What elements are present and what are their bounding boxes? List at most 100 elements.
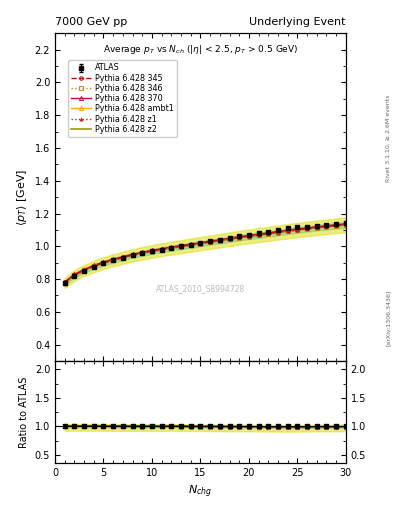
Pythia 6.428 z2 xyxy=(169,245,174,251)
Pythia 6.428 370 xyxy=(150,247,154,253)
Pythia 6.428 z1 xyxy=(343,222,348,228)
Pythia 6.428 ambt1 xyxy=(266,229,271,236)
Line: Pythia 6.428 z2: Pythia 6.428 z2 xyxy=(65,225,346,283)
Pythia 6.428 346 xyxy=(179,243,184,249)
Pythia 6.428 345 xyxy=(275,229,280,235)
Pythia 6.428 ambt1 xyxy=(343,221,348,227)
Pythia 6.428 346 xyxy=(237,234,242,241)
Pythia 6.428 346 xyxy=(62,280,67,286)
Pythia 6.428 z2 xyxy=(256,232,261,238)
Pythia 6.428 345 xyxy=(169,245,174,251)
Pythia 6.428 345 xyxy=(256,231,261,238)
Pythia 6.428 346 xyxy=(227,236,232,242)
Pythia 6.428 ambt1 xyxy=(246,232,251,239)
Pythia 6.428 370 xyxy=(246,232,251,239)
Pythia 6.428 346 xyxy=(217,238,222,244)
Pythia 6.428 z2 xyxy=(334,223,338,229)
Line: Pythia 6.428 z1: Pythia 6.428 z1 xyxy=(63,223,347,285)
Pythia 6.428 345 xyxy=(111,257,116,263)
Pythia 6.428 ambt1 xyxy=(237,233,242,240)
Pythia 6.428 345 xyxy=(179,243,184,249)
Pythia 6.428 z1 xyxy=(101,260,106,266)
Pythia 6.428 345 xyxy=(237,234,242,240)
Pythia 6.428 z2 xyxy=(227,236,232,242)
Pythia 6.428 345 xyxy=(82,267,86,273)
Pythia 6.428 346 xyxy=(188,242,193,248)
Pythia 6.428 346 xyxy=(72,272,77,279)
Pythia 6.428 345 xyxy=(246,233,251,239)
Pythia 6.428 370 xyxy=(275,228,280,234)
Pythia 6.428 z1 xyxy=(140,250,145,257)
Pythia 6.428 z1 xyxy=(82,268,86,274)
Pythia 6.428 ambt1 xyxy=(72,271,77,278)
Pythia 6.428 370 xyxy=(256,231,261,237)
Pythia 6.428 z1 xyxy=(198,241,203,247)
Pythia 6.428 z2 xyxy=(159,247,164,253)
Pythia 6.428 345 xyxy=(227,236,232,242)
Pythia 6.428 345 xyxy=(150,248,154,254)
Pythia 6.428 ambt1 xyxy=(217,237,222,243)
Pythia 6.428 ambt1 xyxy=(169,244,174,250)
Pythia 6.428 z1 xyxy=(285,228,290,234)
Pythia 6.428 z1 xyxy=(227,237,232,243)
Pythia 6.428 345 xyxy=(140,250,145,256)
Pythia 6.428 345 xyxy=(130,252,135,258)
Pythia 6.428 z1 xyxy=(159,247,164,253)
Pythia 6.428 ambt1 xyxy=(150,247,154,253)
Legend: ATLAS, Pythia 6.428 345, Pythia 6.428 346, Pythia 6.428 370, Pythia 6.428 ambt1,: ATLAS, Pythia 6.428 345, Pythia 6.428 34… xyxy=(68,60,177,137)
Pythia 6.428 ambt1 xyxy=(198,240,203,246)
Pythia 6.428 370 xyxy=(169,244,174,250)
Pythia 6.428 370 xyxy=(285,227,290,233)
Pythia 6.428 346 xyxy=(150,248,154,254)
Pythia 6.428 z1 xyxy=(130,252,135,259)
Pythia 6.428 z1 xyxy=(169,245,174,251)
Pythia 6.428 370 xyxy=(343,221,348,227)
Pythia 6.428 370 xyxy=(62,279,67,285)
Pythia 6.428 z1 xyxy=(72,272,77,279)
Pythia 6.428 345 xyxy=(343,221,348,227)
Pythia 6.428 z1 xyxy=(266,231,271,237)
Pythia 6.428 z2 xyxy=(179,244,184,250)
Pythia 6.428 345 xyxy=(101,260,106,266)
Pythia 6.428 z1 xyxy=(121,255,125,261)
Pythia 6.428 370 xyxy=(198,240,203,246)
Pythia 6.428 z2 xyxy=(188,242,193,248)
Pythia 6.428 z2 xyxy=(324,224,329,230)
Pythia 6.428 z1 xyxy=(324,224,329,230)
Pythia 6.428 346 xyxy=(295,227,300,233)
Pythia 6.428 z2 xyxy=(72,272,77,279)
Pythia 6.428 ambt1 xyxy=(334,222,338,228)
Pythia 6.428 346 xyxy=(208,239,213,245)
Pythia 6.428 ambt1 xyxy=(179,242,184,248)
Pythia 6.428 ambt1 xyxy=(275,228,280,234)
Pythia 6.428 346 xyxy=(101,260,106,266)
Pythia 6.428 z2 xyxy=(208,239,213,245)
Pythia 6.428 z2 xyxy=(305,226,309,232)
Pythia 6.428 346 xyxy=(159,246,164,252)
Pythia 6.428 345 xyxy=(121,254,125,260)
Pythia 6.428 346 xyxy=(256,232,261,238)
Pythia 6.428 345 xyxy=(208,239,213,245)
Pythia 6.428 346 xyxy=(343,222,348,228)
Pythia 6.428 370 xyxy=(334,222,338,228)
Pythia 6.428 z2 xyxy=(217,238,222,244)
Line: Pythia 6.428 ambt1: Pythia 6.428 ambt1 xyxy=(62,222,348,284)
Pythia 6.428 345 xyxy=(92,263,96,269)
Y-axis label: Ratio to ATLAS: Ratio to ATLAS xyxy=(19,376,29,448)
Pythia 6.428 345 xyxy=(188,242,193,248)
Pythia 6.428 z2 xyxy=(150,248,154,254)
Pythia 6.428 z2 xyxy=(101,260,106,266)
Pythia 6.428 345 xyxy=(324,223,329,229)
Pythia 6.428 z2 xyxy=(246,233,251,240)
Pythia 6.428 z1 xyxy=(314,225,319,231)
Pythia 6.428 370 xyxy=(217,237,222,243)
Pythia 6.428 ambt1 xyxy=(101,259,106,265)
Pythia 6.428 ambt1 xyxy=(62,279,67,285)
Pythia 6.428 z2 xyxy=(237,234,242,241)
Pythia 6.428 346 xyxy=(285,228,290,234)
Text: Average $p_T$ vs $N_{ch}$ ($|\eta|$ < 2.5, $p_T$ > 0.5 GeV): Average $p_T$ vs $N_{ch}$ ($|\eta|$ < 2.… xyxy=(103,43,298,56)
Pythia 6.428 346 xyxy=(82,267,86,273)
Pythia 6.428 ambt1 xyxy=(111,256,116,262)
Pythia 6.428 ambt1 xyxy=(208,238,213,244)
Pythia 6.428 z2 xyxy=(130,252,135,259)
